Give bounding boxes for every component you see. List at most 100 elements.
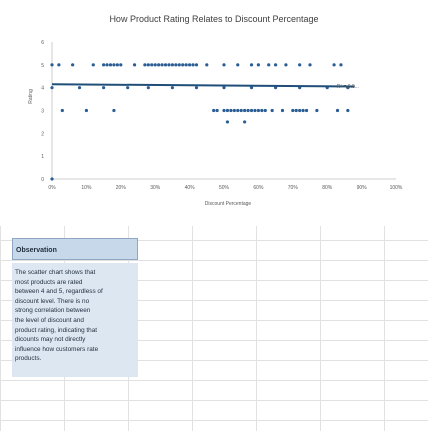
observation-body[interactable]: The scatter chart shows that most product…: [12, 263, 138, 377]
y-axis-title: Rating: [28, 89, 34, 104]
data-point[interactable]: [315, 108, 319, 113]
data-point[interactable]: [225, 120, 230, 124]
data-point[interactable]: [225, 108, 230, 113]
data-point[interactable]: [263, 108, 267, 113]
data-point[interactable]: [246, 108, 250, 113]
data-point[interactable]: [108, 63, 113, 67]
data-point[interactable]: [256, 108, 260, 113]
data-point[interactable]: [71, 63, 75, 67]
data-point[interactable]: [170, 86, 174, 90]
data-point[interactable]: [146, 63, 150, 67]
data-point[interactable]: [112, 108, 116, 113]
observation-line: dicounts may not directly: [15, 336, 86, 344]
data-point[interactable]: [77, 86, 82, 90]
data-point[interactable]: [249, 108, 254, 113]
trendline-label: R² = 0.0...: [337, 84, 359, 90]
data-point[interactable]: [260, 108, 264, 113]
data-point[interactable]: [119, 63, 123, 67]
data-point[interactable]: [267, 63, 271, 67]
data-point[interactable]: [243, 108, 247, 113]
data-point[interactable]: [184, 63, 188, 67]
data-point[interactable]: [215, 108, 219, 113]
data-point[interactable]: [236, 108, 240, 113]
y-tick-label: 4: [41, 86, 44, 92]
data-point[interactable]: [143, 63, 147, 67]
data-point[interactable]: [115, 63, 119, 67]
data-point[interactable]: [163, 63, 168, 67]
chart-area[interactable]: How Product Rating Relates to Discount P…: [0, 0, 428, 226]
data-point[interactable]: [253, 108, 257, 113]
data-point[interactable]: [50, 63, 54, 67]
data-point[interactable]: [301, 108, 305, 113]
data-point[interactable]: [339, 63, 343, 67]
data-point[interactable]: [249, 86, 254, 90]
trendline: [51, 83, 355, 88]
x-tick-label: 30%: [150, 185, 161, 191]
data-point[interactable]: [102, 86, 106, 90]
data-point[interactable]: [346, 108, 350, 113]
data-point[interactable]: [191, 63, 195, 67]
scatter-plot: 0 1 2 3 4 5 6 0% 10% 20% 30% 40% 50% 60% 70% 80% 90% 100…: [28, 40, 403, 207]
data-point[interactable]: [181, 63, 185, 67]
data-point[interactable]: [308, 63, 312, 67]
data-point[interactable]: [294, 108, 298, 113]
data-point[interactable]: [270, 108, 274, 113]
data-point[interactable]: [284, 63, 288, 67]
y-tick-label: 0: [41, 177, 44, 183]
data-point[interactable]: [102, 63, 106, 67]
data-point[interactable]: [335, 108, 340, 113]
data-point[interactable]: [160, 63, 164, 67]
y-tick-label: 3: [41, 109, 44, 115]
data-point[interactable]: [229, 108, 233, 113]
data-point[interactable]: [291, 108, 295, 113]
data-point[interactable]: [222, 63, 226, 67]
data-point[interactable]: [280, 108, 285, 113]
data-point[interactable]: [167, 63, 171, 67]
x-tick-label: 40%: [185, 185, 196, 191]
data-point[interactable]: [170, 63, 174, 67]
data-point[interactable]: [222, 86, 226, 90]
data-point[interactable]: [298, 63, 302, 67]
data-point[interactable]: [50, 177, 54, 181]
data-point[interactable]: [205, 63, 209, 67]
y-tick-label: 5: [41, 63, 44, 69]
data-point[interactable]: [105, 63, 109, 67]
data-point[interactable]: [304, 108, 309, 113]
data-point[interactable]: [126, 86, 130, 90]
observation-line: the level of discount and: [15, 316, 84, 324]
data-point[interactable]: [239, 108, 243, 113]
x-tick-label: 90%: [357, 185, 368, 191]
data-point[interactable]: [132, 63, 137, 67]
data-point[interactable]: [188, 63, 192, 67]
data-point[interactable]: [112, 63, 116, 67]
observation-line: products.: [15, 355, 42, 363]
y-tick-label: 1: [41, 154, 44, 160]
observation-header[interactable]: Observation: [12, 238, 138, 260]
data-point[interactable]: [274, 63, 278, 67]
data-point[interactable]: [232, 108, 236, 113]
data-point[interactable]: [212, 108, 216, 113]
data-point[interactable]: [236, 63, 240, 67]
data-point[interactable]: [150, 63, 154, 67]
observation-line: influence how customers rate: [15, 345, 99, 353]
x-tick-label: 10%: [81, 185, 92, 191]
x-tick-label: 20%: [116, 185, 127, 191]
data-point[interactable]: [84, 108, 88, 113]
data-point[interactable]: [298, 108, 302, 113]
data-point[interactable]: [194, 63, 199, 67]
data-point[interactable]: [60, 108, 64, 113]
data-point[interactable]: [146, 86, 150, 90]
data-point[interactable]: [50, 86, 54, 90]
data-point[interactable]: [243, 120, 247, 124]
data-point[interactable]: [153, 63, 157, 67]
data-point[interactable]: [332, 63, 336, 67]
data-point[interactable]: [256, 63, 260, 67]
data-point[interactable]: [194, 86, 199, 90]
data-point[interactable]: [91, 63, 95, 67]
data-point[interactable]: [174, 63, 178, 67]
data-point[interactable]: [57, 63, 61, 67]
data-point[interactable]: [222, 108, 226, 113]
data-point[interactable]: [157, 63, 161, 67]
data-point[interactable]: [249, 63, 254, 67]
data-point[interactable]: [177, 63, 181, 67]
